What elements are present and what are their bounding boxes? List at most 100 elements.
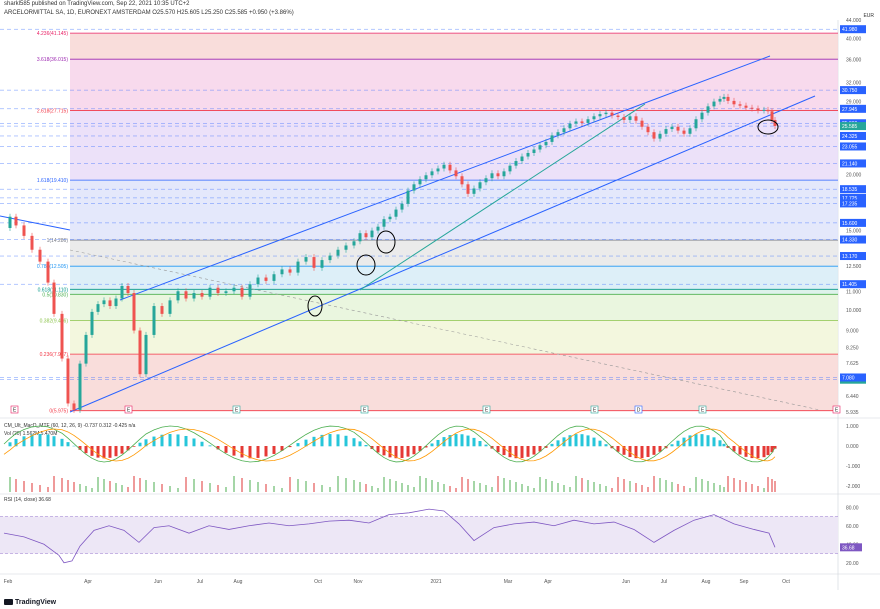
candle-body xyxy=(688,128,692,134)
macd-histogram-bar xyxy=(750,446,754,459)
macd-histogram-bar xyxy=(616,446,620,452)
macd-histogram-bar xyxy=(472,437,476,447)
candle-body xyxy=(256,277,260,285)
macd-histogram-bar xyxy=(78,446,82,450)
macd-histogram-bar xyxy=(192,438,196,447)
time-axis-tick: Aug xyxy=(702,579,711,585)
candle-body xyxy=(84,334,88,364)
volume-bar xyxy=(431,480,433,492)
volume-bar xyxy=(503,478,505,492)
macd-histogram-bar xyxy=(460,434,464,447)
candle-body xyxy=(66,358,70,404)
macd-histogram-bar xyxy=(766,446,770,456)
volume-bar xyxy=(313,483,315,492)
candle-body xyxy=(460,176,464,185)
macd-histogram-bar xyxy=(732,446,736,452)
volume-bar xyxy=(161,484,163,492)
candle-body xyxy=(484,178,488,183)
volume-bar xyxy=(593,482,595,492)
macd-histogram-bar xyxy=(208,445,212,447)
candle-body xyxy=(562,128,566,133)
candle-body xyxy=(108,300,112,307)
volume-bar xyxy=(121,485,123,492)
macd-histogram-bar xyxy=(388,446,392,458)
volume-bar xyxy=(485,485,487,492)
macd-histogram-bar xyxy=(126,446,130,451)
macd-line xyxy=(3,425,776,463)
macd-histogram-bar xyxy=(676,440,680,447)
volume-bar xyxy=(599,484,601,492)
price-tag-label: 41.980 xyxy=(842,27,858,33)
volume-bar xyxy=(305,481,307,492)
macd-histogram-bar xyxy=(14,438,18,447)
macd-histogram-bar xyxy=(394,446,398,459)
event-marker xyxy=(482,405,491,414)
volume-bar xyxy=(371,486,373,492)
price-axis-tick: 20.000 xyxy=(846,172,862,178)
price-tag: 13.170 xyxy=(840,252,866,261)
macd-histogram-bar xyxy=(556,440,560,447)
macd-histogram-bar xyxy=(96,446,100,458)
macd-histogram-bar xyxy=(364,445,368,447)
macd-signal-line xyxy=(3,428,776,462)
candle-body xyxy=(550,135,554,142)
price-tag-label: 17.725 xyxy=(842,196,858,202)
macd-histogram-bar xyxy=(406,446,410,457)
macd-histogram-bar xyxy=(586,435,590,447)
volume-bar xyxy=(771,479,773,492)
macd-histogram-bar xyxy=(726,446,730,448)
candle-body xyxy=(430,171,434,176)
candle-body xyxy=(762,109,766,111)
candle-body xyxy=(336,249,340,256)
candle-body xyxy=(520,156,524,162)
macd-histogram-bar xyxy=(352,438,356,447)
macd-histogram-bar xyxy=(532,446,536,455)
volume-bar xyxy=(53,476,55,492)
candle-body xyxy=(38,249,42,262)
macd-histogram-bar xyxy=(682,437,686,447)
macd-histogram-bar xyxy=(622,446,626,455)
macd-histogram-bar xyxy=(700,434,704,447)
macd-histogram-bar xyxy=(22,436,26,447)
volume-bar xyxy=(177,488,179,492)
price-tag-bg xyxy=(840,159,866,168)
macd-histogram-bar xyxy=(46,434,50,447)
candle-body xyxy=(52,282,56,314)
price-tag: 24.325 xyxy=(840,131,866,140)
candle-body xyxy=(744,105,748,108)
candle-body xyxy=(376,226,380,231)
candle-body xyxy=(328,255,332,261)
volume-bar xyxy=(757,486,759,492)
macd-histogram-bar xyxy=(574,434,578,447)
macd-histogram-bar xyxy=(376,446,380,453)
candle-body xyxy=(670,126,674,130)
time-axis-tick: Jun xyxy=(622,579,630,585)
price-axis-tick: 7.625 xyxy=(846,361,859,367)
volume-bar xyxy=(249,480,251,492)
volume-bar xyxy=(623,479,625,492)
macd-histogram-bar xyxy=(634,446,638,459)
macd-histogram-bar xyxy=(382,446,386,456)
volume-bar xyxy=(689,488,691,492)
time-axis-tick: Aug xyxy=(234,579,243,585)
volume-bar xyxy=(185,477,187,492)
volume-bar xyxy=(217,485,219,492)
volume-bar xyxy=(419,476,421,492)
publisher-line: sharkl585 published on TradingView.com, … xyxy=(4,1,190,7)
candle-body xyxy=(232,287,236,292)
candle-body xyxy=(514,161,518,166)
rsi-label: RSI (14, close) 36.68 xyxy=(4,497,51,503)
macd-histogram-bar xyxy=(652,446,656,455)
candle-body xyxy=(288,269,292,273)
candle-body xyxy=(102,300,106,305)
macd-histogram-bar xyxy=(550,443,554,447)
macd-histogram-bar xyxy=(102,446,106,459)
volume-bar xyxy=(545,479,547,492)
volume-bar xyxy=(31,483,33,492)
macd-histogram-bar xyxy=(232,446,236,456)
candle-body xyxy=(586,119,590,123)
macd-histogram-bar xyxy=(336,434,340,447)
descending-dashed-line xyxy=(69,249,821,411)
